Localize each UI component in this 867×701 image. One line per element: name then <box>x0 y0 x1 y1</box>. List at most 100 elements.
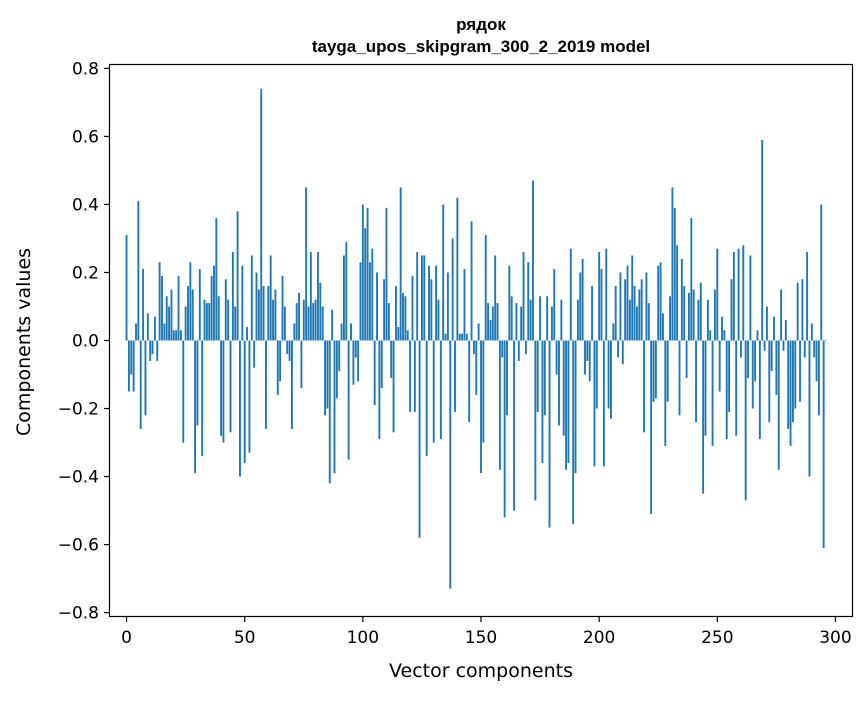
bar-component-279 <box>784 320 787 341</box>
x-tick-label: 300 <box>819 628 851 648</box>
bar-component-136 <box>446 272 449 341</box>
bar-component-175 <box>539 296 542 341</box>
bar-component-112 <box>390 340 393 378</box>
bar-component-132 <box>437 299 440 341</box>
bar-component-187 <box>567 340 570 463</box>
bar-component-93 <box>345 241 348 341</box>
bar-component-69 <box>288 340 291 361</box>
bar-component-138 <box>451 238 454 341</box>
bar-component-100 <box>361 204 364 341</box>
bar-component-127 <box>425 340 428 457</box>
bar-component-295 <box>822 340 825 548</box>
y-tick-label: −0.6 <box>58 536 99 556</box>
bar-component-149 <box>477 323 480 341</box>
bar-component-24 <box>182 340 185 443</box>
bar-component-188 <box>569 248 572 341</box>
bar-component-122 <box>413 340 416 412</box>
bar-component-117 <box>402 292 404 341</box>
bar-component-115 <box>397 326 400 341</box>
bar-component-50 <box>243 340 246 463</box>
bar-component-150 <box>480 340 482 474</box>
bar-component-10 <box>149 340 152 361</box>
bar-component-110 <box>385 207 388 341</box>
bar-component-85 <box>326 340 329 409</box>
bar-component-139 <box>454 340 456 412</box>
bar-component-147 <box>472 340 475 355</box>
bar-component-27 <box>189 262 192 341</box>
bar-component-170 <box>527 262 530 341</box>
bar-component-294 <box>820 204 823 341</box>
bar-component-282 <box>791 340 794 423</box>
bar-component-172 <box>532 180 534 341</box>
bar-component-57 <box>260 88 263 341</box>
bar-component-262 <box>744 340 747 501</box>
bar-component-152 <box>484 235 487 341</box>
bar-component-125 <box>420 255 423 341</box>
bar-component-242 <box>697 299 700 341</box>
bar-component-278 <box>782 340 785 351</box>
bar-component-167 <box>520 306 523 341</box>
bar-component-223 <box>652 340 655 402</box>
bar-component-0 <box>125 235 128 341</box>
plot-area-frame <box>108 63 854 618</box>
bar-component-128 <box>428 265 430 341</box>
bar-component-270 <box>763 340 766 351</box>
bar-component-177 <box>543 340 546 416</box>
bar-component-272 <box>768 340 771 423</box>
bar-component-256 <box>730 279 733 341</box>
x-tick-label: 100 <box>347 628 379 648</box>
bar-component-288 <box>806 252 809 341</box>
bar-component-8 <box>144 340 147 416</box>
bar-component-131 <box>435 265 438 341</box>
x-axis-ticks: 0 50 100 150 200 250 300 <box>121 616 852 648</box>
bar-component-215 <box>633 286 636 341</box>
bar-component-156 <box>494 255 497 341</box>
bar-component-43 <box>227 299 230 341</box>
bar-component-83 <box>321 306 324 341</box>
bar-component-159 <box>501 340 504 358</box>
bar-component-249 <box>714 289 716 341</box>
bar-component-84 <box>324 340 326 416</box>
bar-component-243 <box>699 282 702 341</box>
bar-component-161 <box>506 340 508 416</box>
bar-component-253 <box>723 330 726 341</box>
bar-component-82 <box>319 282 322 341</box>
bar-component-151 <box>482 340 485 443</box>
bar-component-12 <box>153 316 156 341</box>
bar-component-96 <box>352 340 355 385</box>
bar-component-130 <box>432 340 435 443</box>
bar-component-232 <box>673 207 676 341</box>
bar-component-229 <box>666 340 669 402</box>
bar-component-59 <box>265 340 267 429</box>
bar-component-63 <box>274 289 277 341</box>
bar-component-174 <box>536 340 539 412</box>
bar-component-222 <box>650 340 653 514</box>
bar-component-146 <box>470 221 473 341</box>
bar-component-17 <box>165 296 168 341</box>
bar-component-91 <box>340 323 343 341</box>
bar-component-148 <box>475 340 478 395</box>
bar-component-265 <box>751 340 754 409</box>
bar-component-74 <box>300 340 303 389</box>
bar-component-14 <box>158 262 161 341</box>
bar-component-296 <box>825 340 827 341</box>
bar-component-114 <box>394 286 397 341</box>
bar-component-193 <box>581 258 584 341</box>
bar-component-21 <box>175 330 178 341</box>
bar-component-88 <box>333 340 336 474</box>
bar-component-77 <box>307 306 310 341</box>
bar-component-196 <box>588 340 591 382</box>
bar-component-52 <box>248 340 251 453</box>
bar-component-73 <box>298 292 300 341</box>
bar-component-224 <box>654 340 657 399</box>
bar-component-23 <box>179 330 182 341</box>
bar-component-76 <box>305 187 308 341</box>
bar-component-36 <box>210 275 213 341</box>
bar-component-29 <box>194 340 197 474</box>
bar-component-70 <box>291 340 293 429</box>
y-tick-label: 0.4 <box>72 195 99 215</box>
bar-component-105 <box>373 340 376 406</box>
bar-component-51 <box>246 326 248 341</box>
bar-component-134 <box>442 204 445 341</box>
